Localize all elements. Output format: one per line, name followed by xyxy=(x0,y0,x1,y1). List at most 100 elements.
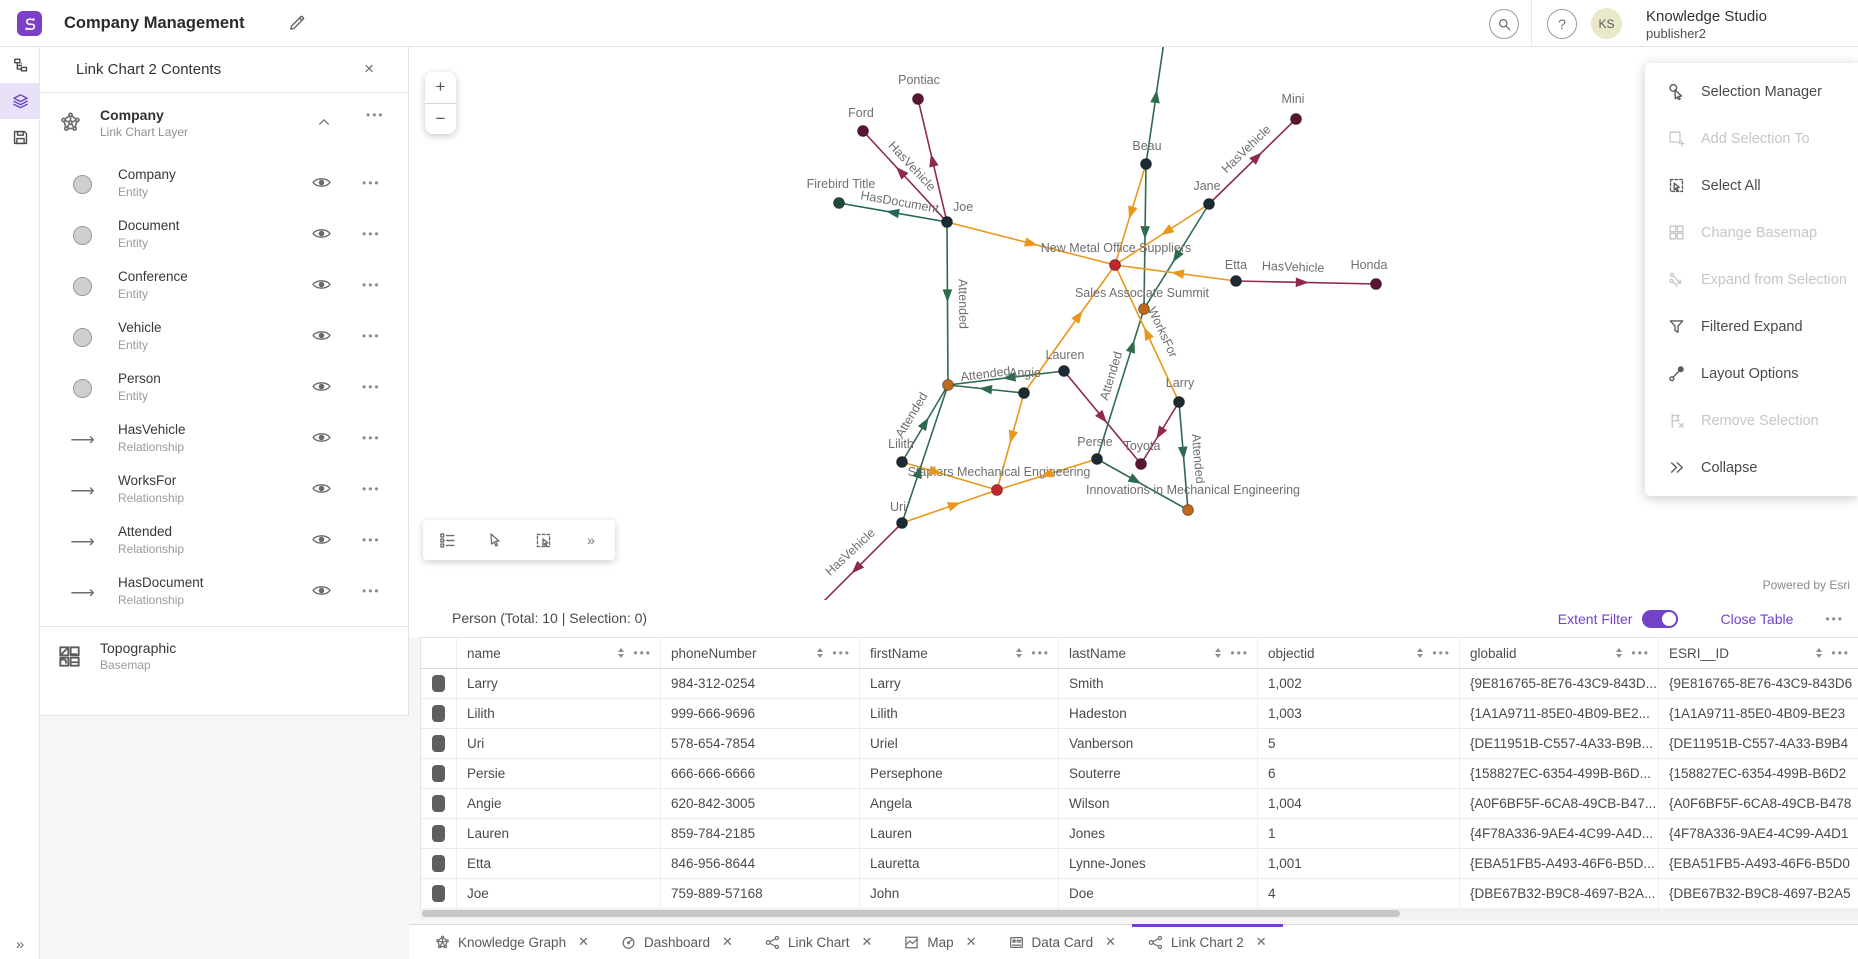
table-row[interactable]: Uri 578-654-7854 Uriel Vanberson 5 {DE11951B-… xyxy=(421,729,1858,759)
table-options-icon[interactable]: ••• xyxy=(1825,611,1844,626)
layer-item-document[interactable]: Document Entity ••• xyxy=(40,210,408,261)
visibility-eye-icon[interactable] xyxy=(312,227,331,245)
row-checkbox[interactable] xyxy=(421,759,457,788)
visibility-eye-icon[interactable] xyxy=(312,482,331,500)
table-row[interactable]: Lilith 999-666-9696 Lilith Hadeston 1,003 {1A… xyxy=(421,699,1858,729)
table-row[interactable]: Larry 984-312-0254 Larry Smith 1,002 {9E81676… xyxy=(421,669,1858,699)
link-chart-layer-group[interactable]: Company Link Chart Layer ••• xyxy=(40,93,408,159)
visibility-eye-icon[interactable] xyxy=(312,431,331,449)
basemap-layer-row[interactable]: Topographic Basemap xyxy=(40,627,408,689)
expand-rail-icon[interactable]: » xyxy=(15,936,25,953)
visibility-eye-icon[interactable] xyxy=(312,533,331,551)
menu-item-filtered-expand[interactable]: Filtered Expand xyxy=(1645,303,1858,350)
edit-title-icon[interactable] xyxy=(288,14,308,34)
zoom-in-button[interactable]: + xyxy=(425,72,456,104)
close-tab-icon[interactable]: ✕ xyxy=(861,934,873,949)
close-tab-icon[interactable]: ✕ xyxy=(965,934,977,949)
layer-item-person[interactable]: Person Entity ••• xyxy=(40,363,408,414)
layer-item-vehicle[interactable]: Vehicle Entity ••• xyxy=(40,312,408,363)
column-menu-icon[interactable]: ••• xyxy=(832,646,851,660)
sort-icon[interactable] xyxy=(618,648,625,658)
column-header-name[interactable]: name ••• xyxy=(457,638,661,668)
search-icon[interactable] xyxy=(1489,9,1519,39)
layer-item-menu-icon[interactable]: ••• xyxy=(362,431,381,445)
table-row[interactable]: Persie 666-666-6666 Persephone Souterre 6 {15… xyxy=(421,759,1858,789)
visibility-eye-icon[interactable] xyxy=(312,380,331,398)
sort-icon[interactable] xyxy=(1616,648,1623,658)
visibility-eye-icon[interactable] xyxy=(312,329,331,347)
close-tab-icon[interactable]: ✕ xyxy=(578,934,589,949)
column-header-phoneNumber[interactable]: phoneNumber ••• xyxy=(661,638,860,668)
tab-data-card[interactable]: Data Card ✕ xyxy=(993,925,1132,959)
column-header-globalid[interactable]: globalid ••• xyxy=(1460,638,1659,668)
table-row[interactable]: Etta 846-956-8644 Lauretta Lynne-Jones 1,001… xyxy=(421,849,1858,879)
tab-dashboard[interactable]: Dashboard ✕ xyxy=(605,925,749,959)
close-tab-icon[interactable]: ✕ xyxy=(1255,934,1267,949)
layer-group-menu-icon[interactable]: ••• xyxy=(366,108,385,122)
row-checkbox[interactable] xyxy=(421,849,457,878)
close-tab-icon[interactable]: ✕ xyxy=(722,934,733,949)
save-icon[interactable] xyxy=(0,119,40,155)
tab-map[interactable]: Map ✕ xyxy=(888,925,992,959)
close-table-button[interactable]: Close Table xyxy=(1720,610,1794,627)
close-tab-icon[interactable]: ✕ xyxy=(1105,934,1116,949)
column-menu-icon[interactable]: ••• xyxy=(1230,646,1249,660)
row-checkbox[interactable] xyxy=(421,789,457,818)
layers-icon[interactable] xyxy=(0,83,40,119)
tab-knowledge-graph[interactable]: Knowledge Graph ✕ xyxy=(419,925,605,959)
scrollbar-thumb[interactable] xyxy=(422,910,1400,917)
pointer-icon[interactable] xyxy=(480,525,510,555)
help-icon[interactable]: ? xyxy=(1547,9,1577,39)
layer-item-menu-icon[interactable]: ••• xyxy=(362,278,381,292)
hierarchy-icon[interactable] xyxy=(0,47,40,83)
table-row[interactable]: Lauren 859-784-2185 Lauren Jones 1 {4F78A336-… xyxy=(421,819,1858,849)
sort-icon[interactable] xyxy=(817,648,824,658)
avatar[interactable]: KS xyxy=(1591,8,1622,39)
layer-item-menu-icon[interactable]: ••• xyxy=(362,482,381,496)
column-header-firstName[interactable]: firstName ••• xyxy=(860,638,1059,668)
layer-item-menu-icon[interactable]: ••• xyxy=(362,584,381,598)
row-checkbox[interactable] xyxy=(421,699,457,728)
layer-item-menu-icon[interactable]: ••• xyxy=(362,329,381,343)
select-all-checkbox-cell[interactable] xyxy=(421,638,457,668)
layer-item-menu-icon[interactable]: ••• xyxy=(362,176,381,190)
layer-item-attended[interactable]: ⟶ Attended Relationship ••• xyxy=(40,516,408,567)
row-checkbox[interactable] xyxy=(421,729,457,758)
graph-canvas[interactable]: HasVehicle HasDocument HasVehicle HasVehicl… xyxy=(409,47,1858,600)
collapse-group-icon[interactable] xyxy=(317,115,331,134)
close-panel-icon[interactable]: × xyxy=(364,59,374,78)
sort-icon[interactable] xyxy=(1016,648,1023,658)
layer-item-hasdocument[interactable]: ⟶ HasDocument Relationship ••• xyxy=(40,567,408,618)
column-header-ESRI__ID[interactable]: ESRI__ID ••• xyxy=(1659,638,1858,668)
layer-item-hasvehicle[interactable]: ⟶ HasVehicle Relationship ••• xyxy=(40,414,408,465)
table-horizontal-scrollbar[interactable] xyxy=(420,908,1858,919)
row-checkbox[interactable] xyxy=(421,819,457,848)
more-tools-icon[interactable]: » xyxy=(587,532,595,548)
tab-link-chart-2[interactable]: Link Chart 2 ✕ xyxy=(1131,924,1283,959)
tab-link-chart[interactable]: Link Chart ✕ xyxy=(749,925,888,959)
layer-item-worksfor[interactable]: ⟶ WorksFor Relationship ••• xyxy=(40,465,408,516)
layer-item-menu-icon[interactable]: ••• xyxy=(362,380,381,394)
sort-icon[interactable] xyxy=(1215,648,1222,658)
app-logo-icon[interactable] xyxy=(17,11,42,36)
column-menu-icon[interactable]: ••• xyxy=(1432,646,1451,660)
layer-item-conference[interactable]: Conference Entity ••• xyxy=(40,261,408,312)
link-chart-graph[interactable]: HasVehicleHasDocumentHasVehicleHasVehicl… xyxy=(409,47,1858,600)
column-menu-icon[interactable]: ••• xyxy=(1631,646,1650,660)
menu-item-layout-options[interactable]: Layout Options xyxy=(1645,350,1858,397)
zoom-out-button[interactable]: − xyxy=(435,108,446,128)
sort-icon[interactable] xyxy=(1417,648,1424,658)
marquee-select-icon[interactable] xyxy=(528,525,558,555)
row-checkbox[interactable] xyxy=(421,669,457,698)
column-header-objectid[interactable]: objectid ••• xyxy=(1258,638,1460,668)
column-header-lastName[interactable]: lastName ••• xyxy=(1059,638,1258,668)
menu-item-select-all[interactable]: Select All xyxy=(1645,162,1858,209)
visibility-eye-icon[interactable] xyxy=(312,584,331,602)
sort-icon[interactable] xyxy=(1816,648,1823,658)
visibility-eye-icon[interactable] xyxy=(312,278,331,296)
extent-filter-toggle[interactable] xyxy=(1642,609,1679,628)
table-row[interactable]: Angie 620-842-3005 Angela Wilson 1,004 {A0F6B… xyxy=(421,789,1858,819)
visibility-eye-icon[interactable] xyxy=(312,176,331,194)
column-menu-icon[interactable]: ••• xyxy=(633,646,652,660)
layer-item-menu-icon[interactable]: ••• xyxy=(362,227,381,241)
